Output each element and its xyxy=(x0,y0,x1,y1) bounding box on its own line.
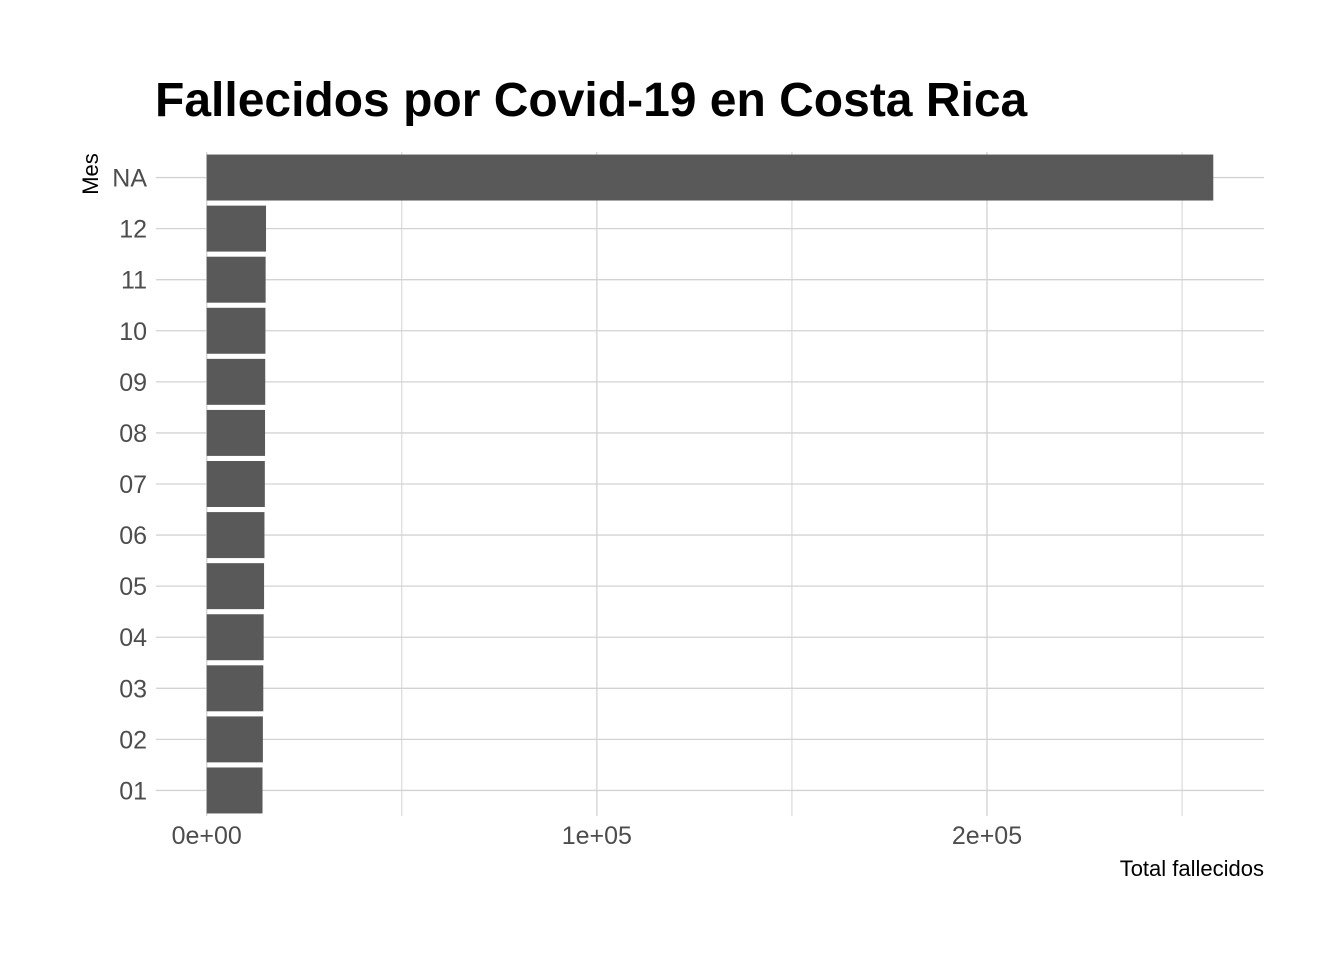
y-tick-label: NA xyxy=(112,165,147,193)
y-tick-label: 05 xyxy=(119,573,147,601)
bars xyxy=(206,154,1214,814)
y-axis-title: Mes xyxy=(78,153,103,195)
chart-title: Fallecidos por Covid-19 en Costa Rica xyxy=(155,74,1028,127)
bar-06 xyxy=(206,512,265,559)
gridlines xyxy=(156,152,1264,816)
bar-09 xyxy=(206,358,266,405)
y-tick-label: 06 xyxy=(119,522,147,550)
y-tick-label: 09 xyxy=(119,369,147,397)
y-tick-label: 08 xyxy=(119,420,147,448)
y-tick-label: 02 xyxy=(119,726,147,754)
bar-03 xyxy=(206,665,264,712)
y-tick-label: 07 xyxy=(119,471,147,499)
y-tick-label: 03 xyxy=(119,675,147,703)
y-tick-labels: 01 02 03 04 05 06 07 08 09 10 11 12 NA xyxy=(112,165,147,806)
bar-11 xyxy=(206,256,266,303)
x-tick-label: 2e+05 xyxy=(952,822,1022,850)
y-tick-label: 04 xyxy=(119,624,147,652)
bar-01 xyxy=(206,767,263,814)
bar-12 xyxy=(206,205,267,252)
bar-05 xyxy=(206,563,265,610)
bar-07 xyxy=(206,461,265,507)
y-tick-label: 12 xyxy=(119,216,147,244)
x-tick-labels: 0e+00 1e+05 2e+05 xyxy=(172,822,1023,850)
x-tick-label: 1e+05 xyxy=(562,822,632,850)
y-tick-label: 01 xyxy=(119,777,147,805)
x-axis-title: Total fallecidos xyxy=(1120,856,1264,881)
y-tick-label: 11 xyxy=(121,267,147,295)
bar-04 xyxy=(206,614,264,661)
x-tick-label: 0e+00 xyxy=(172,822,242,850)
bar-02 xyxy=(206,716,263,763)
y-tick-label: 10 xyxy=(119,318,147,346)
bar-10 xyxy=(206,307,266,354)
bar-NA xyxy=(206,154,1214,201)
bar-08 xyxy=(206,409,266,456)
